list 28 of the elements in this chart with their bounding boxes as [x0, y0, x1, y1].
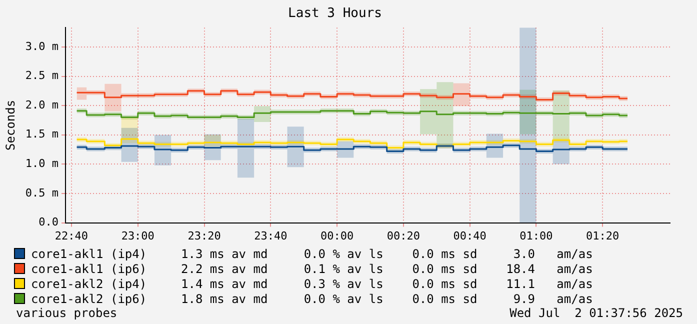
text: Wed Jul 2 01:37:56 2025	[510, 306, 683, 321]
x-tick-label: 01:20	[586, 229, 620, 242]
text: 1.4 ms av md 0.3 % av ls 0.0 ms sd 11.1 am/as	[181, 276, 593, 290]
chart-title: Last 3 Hours	[288, 6, 382, 22]
y-tick-label: 3.0 m	[25, 40, 59, 53]
y-tick-label: 0.0	[38, 216, 59, 229]
text: various probes	[16, 306, 118, 321]
y-tick-label: 1.0 m	[25, 157, 59, 170]
x-tick-label: 22:40	[54, 229, 88, 242]
x-tick-label: 23:20	[188, 229, 221, 242]
x-tick-label: 01:00	[520, 229, 553, 242]
x-tick-label: 00:20	[386, 229, 420, 242]
legend-label: core1-akl1 (ip6)	[31, 262, 148, 276]
text: 1.3 ms av md 0.0 % av ls 0.0 ms sd 3.0 am/as	[181, 246, 593, 260]
text: 2.2 ms av md 0.1 % av ls 0.0 ms sd 18.4 am/as	[181, 262, 593, 276]
legend-label: core1-akl2 (ip4)	[31, 276, 148, 290]
y-tick-label: 1.5 m	[25, 128, 59, 141]
text: 1.8 ms av md 0.0 % av ls 0.0 ms sd 9.9 am/as	[181, 292, 593, 306]
legend-label: core1-akl1 (ip4)	[31, 246, 148, 260]
x-tick-label: 23:00	[121, 229, 154, 242]
y-tick-label: 2.5 m	[25, 69, 59, 82]
x-tick-label: 23:40	[254, 229, 288, 242]
y-tick-label: 2.0 m	[25, 98, 59, 112]
y-axis-title: Seconds	[3, 100, 18, 150]
y-tick-label: 0.5 m	[25, 186, 59, 200]
x-tick-label: 00:00	[320, 229, 354, 242]
x-tick-label: 00:40	[453, 229, 486, 242]
legend-label: core1-akl2 (ip6)	[31, 292, 148, 306]
